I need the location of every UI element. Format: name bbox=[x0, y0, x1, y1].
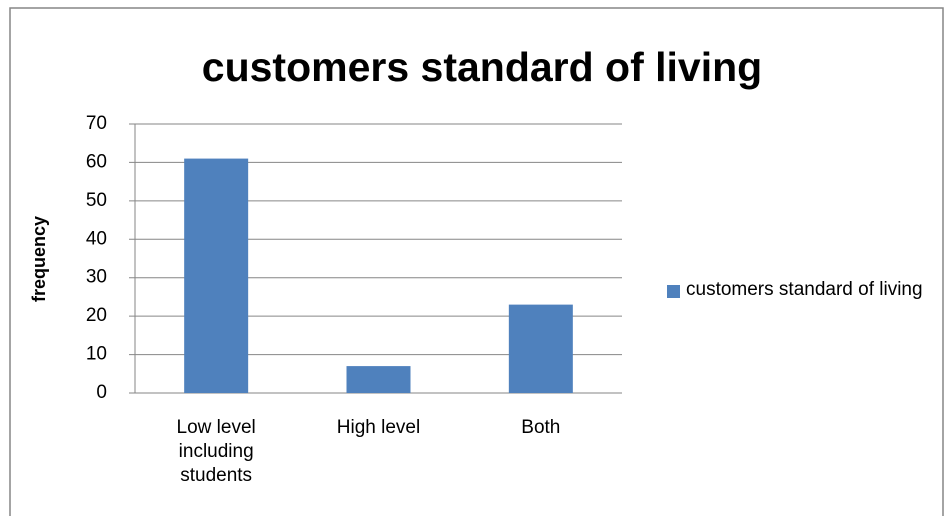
y-tick-label: 20 bbox=[86, 305, 107, 326]
y-tick-label: 40 bbox=[86, 228, 107, 249]
bar bbox=[346, 366, 411, 393]
x-tick-label: Low level including students bbox=[176, 417, 256, 486]
y-tick-label: 30 bbox=[86, 267, 107, 288]
y-tick-label: 60 bbox=[86, 151, 107, 172]
chart-frame bbox=[9, 7, 944, 516]
y-axis-label: frequency bbox=[29, 216, 49, 302]
bar bbox=[184, 158, 249, 393]
legend-label: customers standard of living bbox=[686, 279, 923, 300]
bar bbox=[508, 304, 573, 393]
y-tick-label: 70 bbox=[86, 113, 107, 134]
x-tick-label: Both bbox=[521, 417, 561, 438]
legend-swatch bbox=[667, 285, 680, 298]
y-tick-label: 10 bbox=[86, 344, 107, 365]
y-tick-label: 0 bbox=[96, 382, 107, 403]
x-tick-label: High level bbox=[336, 417, 421, 438]
y-tick-label: 50 bbox=[86, 190, 107, 211]
chart-title: customers standard of living bbox=[202, 44, 762, 90]
